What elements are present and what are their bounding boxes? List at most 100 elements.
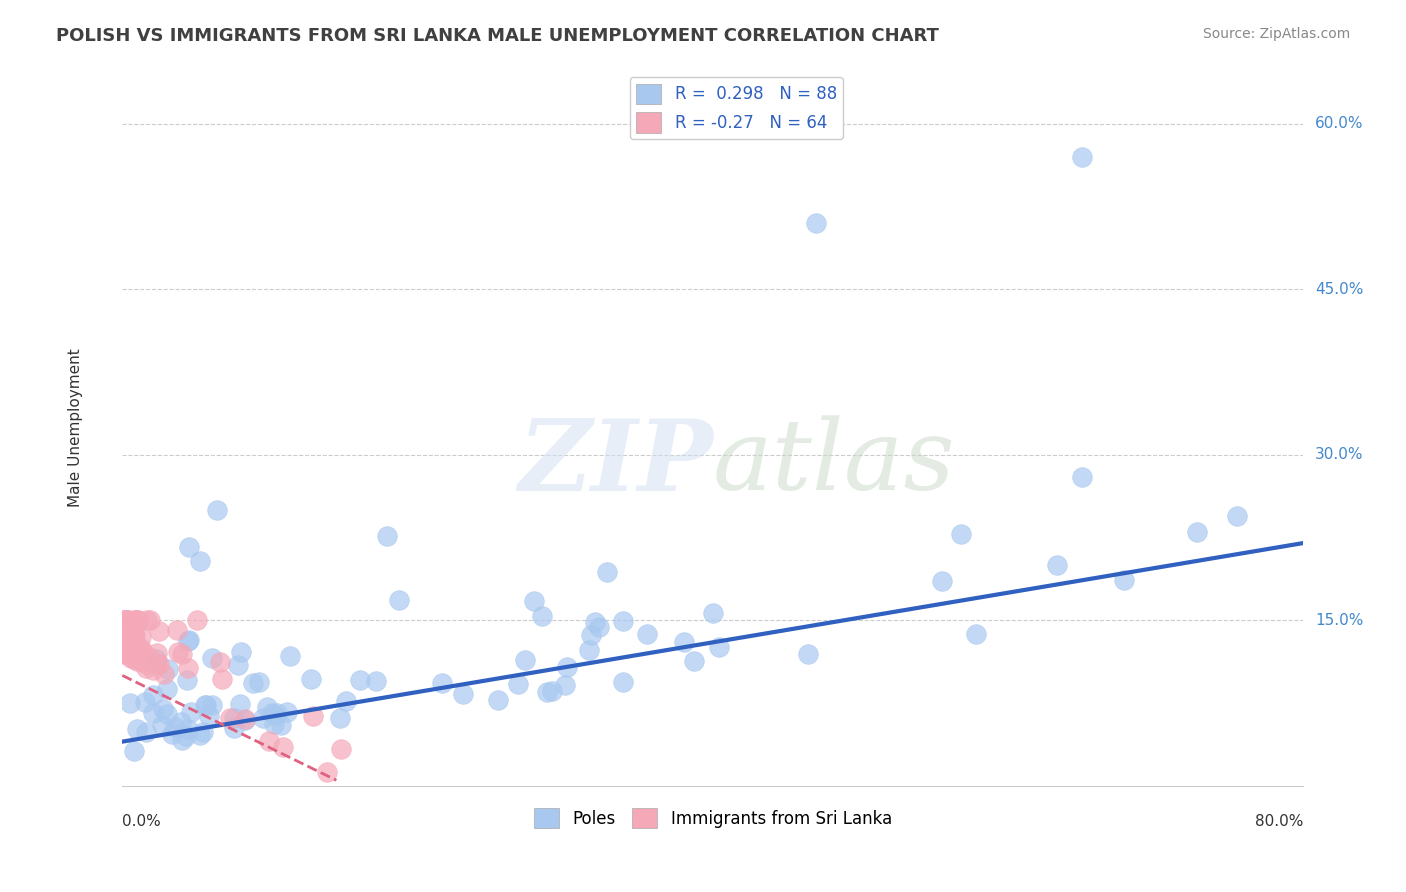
Point [145,652,167,666]
Point [612,615,634,629]
Point [166,623,188,637]
Point [177,632,200,647]
Point [451,687,474,701]
Point [112,627,135,641]
Point [139,613,162,627]
Point [486,693,509,707]
Text: Source: ZipAtlas.com: Source: ZipAtlas.com [1202,27,1350,41]
Point [1046,558,1069,573]
Point [349,673,371,688]
Point [112,646,135,660]
Point [198,709,221,723]
Point [124,640,146,655]
Point [1071,150,1094,164]
Point [117,613,139,627]
Point [112,640,135,655]
Point [165,720,187,734]
Point [129,630,152,644]
Point [242,675,264,690]
Point [263,708,285,723]
Point [387,592,409,607]
Point [131,643,153,657]
Point [152,667,174,681]
Point [138,649,160,664]
Point [112,613,135,627]
Point [124,629,146,643]
Point [118,696,141,710]
Point [682,654,704,668]
Point [1185,524,1208,539]
Point [201,698,224,712]
Text: ZIP: ZIP [517,415,713,511]
Point [114,613,136,627]
Point [555,660,578,674]
Point [135,613,157,627]
Point [177,722,200,736]
Point [135,657,157,672]
Text: 60.0%: 60.0% [1315,116,1364,131]
Point [219,710,242,724]
Point [257,734,280,748]
Point [578,643,600,657]
Point [229,698,252,712]
Point [148,624,170,638]
Point [114,631,136,645]
Point [194,698,217,712]
Text: Male Unemployment: Male Unemployment [67,348,83,507]
Point [124,652,146,666]
Point [375,528,398,542]
Point [142,663,165,677]
Point [128,651,150,665]
Point [263,717,285,731]
Point [125,613,148,627]
Point [152,702,174,716]
Text: atlas: atlas [713,416,956,510]
Point [122,624,145,638]
Point [965,627,987,641]
Point [177,661,200,675]
Point [707,640,730,654]
Point [276,706,298,720]
Point [583,615,606,629]
Point [797,648,820,662]
Point [329,741,352,756]
Text: 45.0%: 45.0% [1315,282,1364,297]
Point [128,644,150,658]
Point [112,634,135,648]
Point [247,675,270,690]
Point [125,613,148,627]
Point [143,656,166,670]
Point [513,653,536,667]
Point [122,744,145,758]
Point [166,645,188,659]
Point [114,640,136,655]
Point [176,673,198,688]
Point [179,705,201,719]
Point [231,645,253,659]
Point [541,683,564,698]
Point [146,646,169,660]
Point [120,639,142,653]
Point [201,651,224,665]
Point [536,684,558,698]
Point [612,674,634,689]
Text: POLISH VS IMMIGRANTS FROM SRI LANKA MALE UNEMPLOYMENT CORRELATION CHART: POLISH VS IMMIGRANTS FROM SRI LANKA MALE… [56,27,939,45]
Point [122,625,145,640]
Point [134,651,156,665]
Point [554,678,576,692]
Point [188,728,211,742]
Point [335,694,357,708]
Point [256,699,278,714]
Point [191,724,214,739]
Point [531,608,554,623]
Point [1071,470,1094,484]
Point [194,698,217,712]
Point [224,721,246,735]
Point [135,725,157,739]
Point [142,688,165,702]
Point [299,672,322,686]
Text: 0.0%: 0.0% [122,814,162,830]
Point [702,607,724,621]
Point [209,656,232,670]
Point [233,713,256,727]
